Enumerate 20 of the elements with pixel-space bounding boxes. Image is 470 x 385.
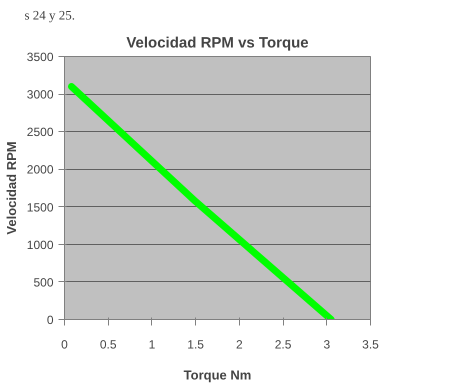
x-axis-title: Torque Nm (184, 368, 252, 382)
chart-title: Velocidad RPM vs Torque (126, 34, 309, 52)
y-tick-label: 1000 (26, 238, 54, 252)
y-tick-label: 500 (33, 275, 54, 290)
y-axis-title: Velocidad RPM (4, 141, 19, 235)
x-tick-label: 2 (236, 338, 244, 352)
y-tick-label: 2000 (26, 162, 54, 177)
y-tick-label: 0 (46, 313, 54, 327)
x-tick-label: 1.5 (187, 338, 204, 352)
x-tick-label: 2.5 (274, 338, 292, 352)
x-tick-label: 1 (148, 338, 156, 352)
y-tick-label: 3000 (26, 88, 54, 102)
y-tick-label: 3500 (26, 50, 54, 64)
x-tick-label: 0 (61, 338, 68, 352)
y-tick-label: 2500 (26, 125, 54, 140)
y-tick-label: 1500 (26, 200, 54, 214)
x-tick-label: 3 (323, 338, 330, 352)
x-tick-label: 0.5 (100, 338, 117, 352)
x-tick-label: 3.5 (362, 338, 380, 352)
text: s 24 y 25. (24, 8, 76, 22)
